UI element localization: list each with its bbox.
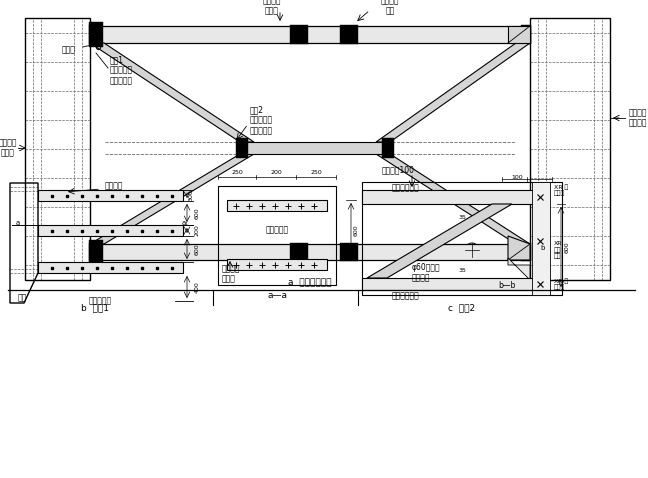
Text: 伸臂桁架
下弦杆: 伸臂桁架 下弦杆 [222, 264, 240, 284]
Text: 现场连接
焊缝: 现场连接 焊缝 [381, 0, 399, 16]
Bar [340, 25, 358, 44]
Text: 600: 600 [354, 224, 358, 236]
Bar [240, 142, 390, 154]
Bar [362, 278, 537, 290]
Text: 600: 600 [194, 243, 200, 255]
Bar [521, 25, 531, 44]
Text: 柱壁: 柱壁 [18, 293, 27, 303]
Text: 200: 200 [194, 225, 200, 237]
Text: 300: 300 [189, 190, 194, 201]
Text: 节点1
伸臂桁架弦
杆临时连接: 节点1 伸臂桁架弦 杆临时连接 [110, 55, 133, 85]
Text: 伸臂桁架弦杆: 伸臂桁架弦杆 [392, 184, 420, 193]
Text: a  伸臂桁架剖面: a 伸臂桁架剖面 [288, 279, 332, 287]
Text: XR 焊
后磨平: XR 焊 后磨平 [554, 278, 568, 290]
Text: 35: 35 [458, 268, 466, 272]
Polygon shape [376, 43, 530, 142]
Text: 现场焊缝100: 现场焊缝100 [382, 165, 415, 174]
Polygon shape [90, 154, 254, 244]
Text: 600: 600 [194, 207, 200, 219]
Polygon shape [367, 204, 512, 278]
Bar [382, 138, 394, 158]
Text: 核心简框
架钢管柱: 核心简框 架钢管柱 [629, 109, 647, 128]
Text: φ60的销轴: φ60的销轴 [412, 263, 441, 272]
Polygon shape [508, 236, 530, 260]
Bar [532, 182, 550, 295]
Bar [38, 190, 183, 201]
Text: b  节点1: b 节点1 [81, 304, 109, 313]
Bar [218, 186, 336, 285]
Text: 临时连接板: 临时连接板 [266, 226, 288, 235]
Bar [89, 240, 103, 264]
Text: 35: 35 [458, 215, 466, 219]
Bar [290, 25, 308, 44]
Bar [530, 18, 610, 280]
Text: 销轴连接: 销轴连接 [412, 273, 430, 282]
Bar [90, 244, 530, 260]
Text: a—a: a—a [267, 291, 287, 300]
Bar [340, 243, 358, 261]
Bar [290, 243, 308, 261]
Text: 节点2
伸臂桁架腹
杆临时连接: 节点2 伸臂桁架腹 杆临时连接 [250, 105, 273, 135]
Bar [89, 22, 103, 47]
Bar [236, 138, 248, 158]
Text: 伸臂桁架
上弦杆: 伸臂桁架 上弦杆 [262, 0, 281, 16]
Bar [521, 243, 531, 261]
Text: c  节点2: c 节点2 [448, 304, 476, 313]
Text: 伸臂桁架腹杆: 伸臂桁架腹杆 [392, 292, 420, 301]
Bar [89, 243, 99, 261]
Bar [38, 225, 183, 236]
Text: 250: 250 [231, 170, 243, 174]
Bar [362, 190, 537, 204]
Text: 临时连接板: 临时连接板 [88, 296, 111, 305]
Polygon shape [376, 154, 530, 244]
Bar [38, 262, 183, 273]
Bar [362, 182, 562, 295]
Text: b: b [540, 245, 544, 251]
Text: 200: 200 [270, 170, 282, 174]
Text: XR 焊
后磨平: XR 焊 后磨平 [554, 184, 568, 196]
Text: XR
焊后
磨平: XR 焊后 磨平 [554, 241, 562, 259]
Text: 400: 400 [194, 281, 200, 293]
Polygon shape [90, 43, 254, 142]
Bar [25, 18, 90, 280]
Bar [227, 200, 327, 211]
Text: 250: 250 [310, 170, 322, 174]
Text: 现场焊缝: 现场焊缝 [105, 182, 124, 191]
Bar [227, 259, 327, 270]
Text: 虚交点: 虚交点 [62, 45, 76, 54]
Bar [89, 25, 99, 44]
Text: b: b [350, 245, 354, 251]
Text: b—b: b—b [498, 281, 516, 290]
Bar [90, 26, 530, 43]
Text: a: a [16, 220, 20, 226]
Polygon shape [508, 26, 530, 43]
Text: 600: 600 [564, 241, 570, 253]
Text: a₁: a₁ [181, 220, 189, 226]
Polygon shape [508, 258, 530, 280]
Text: 外筒框架
钢管柱: 外筒框架 钢管柱 [0, 138, 17, 158]
Text: 100: 100 [511, 174, 523, 180]
